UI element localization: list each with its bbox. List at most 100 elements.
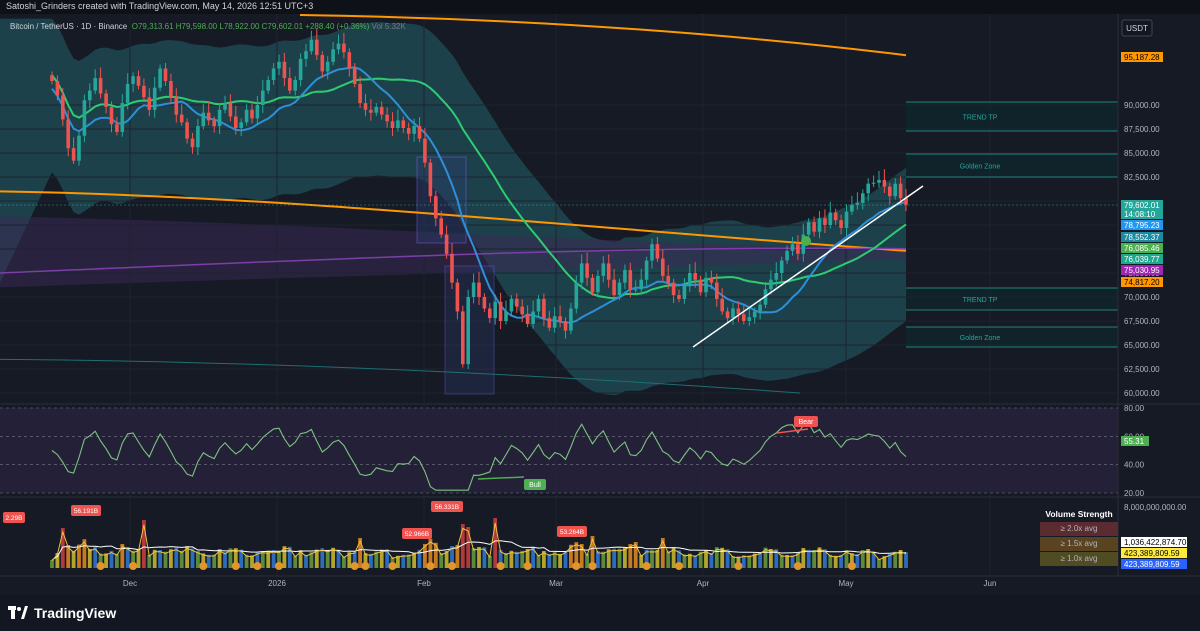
rsi-tick: 80.00 (1124, 404, 1145, 413)
volume-bar (801, 548, 806, 568)
tradingview-logo[interactable]: TradingView (8, 605, 116, 621)
volume-bar (433, 542, 438, 568)
volume-spike-dot (847, 562, 856, 570)
volume-bar (774, 549, 779, 568)
volume-bar (250, 555, 254, 568)
rsi-current-label: 55.31 (1124, 437, 1145, 446)
candle-body (639, 279, 643, 290)
candle-body (304, 51, 308, 59)
candle-body (396, 120, 400, 129)
candle-body (109, 106, 114, 125)
price-tick: 85,000.00 (1124, 149, 1160, 158)
volume-bar (293, 555, 298, 568)
volume-spike-dot (129, 562, 138, 570)
candle-body (871, 182, 876, 184)
volume-bar (698, 551, 703, 568)
price-label: 78,552.37 (1124, 233, 1160, 242)
volume-spike-dot (448, 562, 456, 570)
candle-body (563, 321, 568, 331)
volume-bar (136, 549, 141, 568)
volume-bar (655, 550, 660, 568)
candle-body (812, 222, 816, 232)
volume-bar (741, 555, 746, 568)
candle-body (628, 270, 633, 290)
candle-body (704, 277, 708, 293)
volume-bar (877, 558, 881, 568)
candle-body (823, 218, 827, 225)
candle-body (461, 311, 465, 365)
bull-label-bg (524, 479, 546, 490)
candle-body (898, 183, 903, 199)
candle-body (374, 106, 379, 113)
volume-bar (850, 553, 854, 568)
candle-body (250, 109, 254, 119)
volume-bar (525, 549, 530, 568)
volume-bar (758, 552, 762, 568)
lower-trend-tp-zone (906, 288, 1118, 310)
candle-body (352, 68, 357, 84)
orange-upper-ma-line (299, 14, 907, 57)
volume-bar (104, 553, 108, 568)
volume-bar (612, 548, 616, 568)
candle-body (855, 202, 860, 205)
candle-body (769, 279, 773, 290)
volume-top-tick: 8,000,000,000.00 (1124, 503, 1187, 512)
volume-bar (563, 551, 568, 568)
volume-bar (455, 545, 460, 568)
target-zones: TREND TP Golden Zone TREND TP Golden Zone (906, 101, 1118, 348)
volume-bar (779, 554, 784, 568)
price-label-bg (1121, 277, 1163, 287)
bear-label-bg (794, 416, 818, 427)
volume-bar (720, 547, 725, 568)
price-label: 75,030.95 (1124, 266, 1160, 275)
price-tick: 90,000.00 (1124, 101, 1160, 110)
price-tick: 87,500.00 (1124, 125, 1160, 134)
price-label-bg (1121, 52, 1163, 62)
candle-body (98, 78, 103, 94)
candle-body (293, 80, 297, 91)
candle-body (369, 109, 373, 113)
candle-body (315, 39, 319, 56)
candle-body (509, 298, 514, 312)
candle-body (547, 318, 552, 328)
price-label: 78,795.23 (1124, 221, 1160, 230)
volume-bar (639, 555, 644, 568)
volume-bar (747, 555, 752, 568)
candle-body (77, 135, 81, 161)
candle-body (877, 179, 881, 183)
candle-body (671, 282, 676, 296)
candle-body (693, 273, 697, 280)
volume-bar (796, 553, 800, 568)
volume-spike-dot (253, 562, 262, 570)
volume-bar (158, 550, 162, 568)
volume-bar (266, 551, 271, 568)
volume-bar (623, 547, 627, 568)
volume-bar (115, 553, 119, 568)
candle-body (277, 61, 281, 69)
volume-bar (352, 551, 357, 568)
zone-label: Golden Zone (960, 164, 1001, 171)
candle-body (888, 186, 892, 197)
volume-bar (531, 546, 535, 568)
volume-bar (709, 553, 714, 568)
candle-body (342, 43, 346, 53)
volume-annotation-bg (431, 501, 463, 512)
candle-body (196, 126, 200, 148)
volume-bar (417, 549, 422, 568)
volume-spike-dot (734, 562, 743, 570)
volume-annotation: 2.29B (6, 515, 23, 522)
candle-body (612, 279, 616, 296)
volume-bar (898, 550, 903, 568)
volume-bar (628, 544, 633, 568)
time-tick: 2026 (268, 579, 286, 588)
lower-band-line (0, 358, 801, 394)
price-label: 79,602.01 (1124, 201, 1160, 210)
rsi-band (0, 408, 1118, 493)
volume-bar (169, 549, 173, 568)
volume-bar (606, 549, 611, 568)
rsi-tick: 40.00 (1124, 461, 1145, 470)
candle-body (779, 260, 784, 273)
volume-bar (55, 553, 60, 568)
candle-body (439, 218, 443, 235)
